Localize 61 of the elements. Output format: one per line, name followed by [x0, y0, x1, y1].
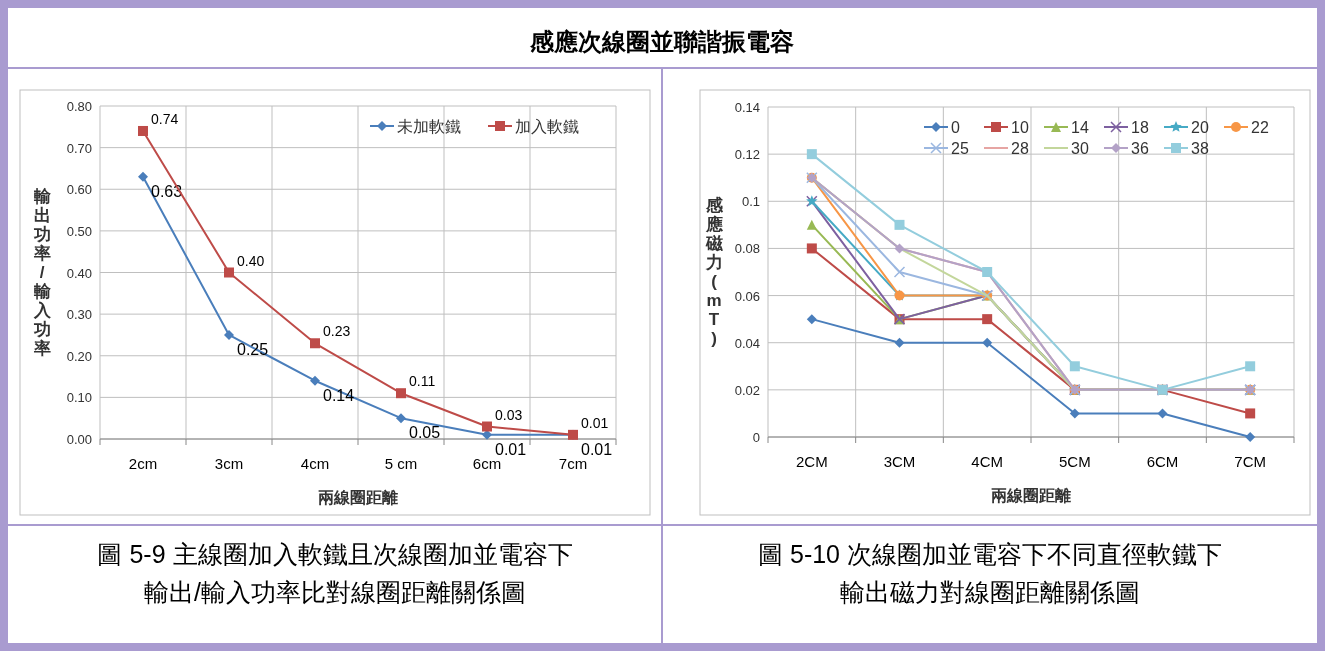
y-tick-label: 0.14: [734, 100, 760, 115]
x-tick-label: 2CM: [796, 453, 828, 470]
data-label: 0.74: [151, 110, 179, 127]
y-tick-label: 0.20: [66, 348, 92, 364]
legend-label: 38: [1191, 140, 1209, 157]
y-tick-label: 0.04: [734, 335, 760, 351]
y-tick-label: 0.30: [66, 307, 92, 323]
caption: 圖 5-9 主線圈加入軟鐵且次線圈加並電容下: [97, 540, 573, 568]
legend-label: 加入軟鐵: [515, 118, 579, 135]
x-tick-label: 2cm: [128, 455, 158, 472]
y-tick-label: 0.02: [734, 382, 760, 398]
y-tick-label: 0.1: [741, 194, 760, 210]
data-label: 0.01: [495, 440, 527, 458]
legend-label: 28: [1011, 140, 1029, 157]
chart-title: 感應次線圈並聯諧振電容: [529, 28, 794, 55]
legend-label: 36: [1131, 140, 1149, 157]
x-tick-label: 4CM: [971, 453, 1003, 470]
legend-label: 10: [1011, 119, 1029, 136]
y-tick-label: 0.06: [734, 288, 760, 304]
y-tick-label: 0.40: [66, 265, 92, 281]
data-label: 0.03: [495, 406, 523, 423]
legend-label: 20: [1191, 119, 1209, 136]
text: 輸出/輸入功率比對線圈距離關係圖: [144, 578, 526, 606]
y-axis-title: 感應磁力(mT): [704, 196, 724, 349]
legend-label: 未加軟鐵: [397, 118, 461, 135]
legend-label: 30: [1071, 140, 1089, 157]
y-tick-label: 0: [752, 430, 760, 445]
y-tick-label: 0.00: [66, 432, 92, 447]
data-label: 0.23: [323, 323, 351, 340]
x-tick-label: 7cm: [558, 455, 588, 472]
x-tick-label: 6CM: [1146, 453, 1179, 470]
data-label: 0.01: [581, 440, 613, 458]
data-label: 0.14: [323, 386, 355, 404]
legend-label: 0: [951, 119, 960, 136]
y-tick-label: 0.80: [66, 99, 92, 114]
data-label: 0.40: [237, 252, 265, 269]
y-tick-label: 0.50: [66, 223, 92, 239]
x-tick-label: 4cm: [300, 455, 330, 472]
text: 輸出功率/輸入功率: [33, 187, 51, 359]
y-tick-label: 0.08: [734, 241, 760, 257]
y-tick-label: 0.10: [66, 390, 92, 406]
legend-label: 22: [1251, 119, 1269, 136]
data-label: 0.01: [581, 414, 609, 431]
x-tick-label: 3cm: [214, 455, 244, 472]
legend-label: 25: [951, 140, 969, 157]
y-tick-label: 0.60: [66, 182, 92, 198]
x-axis-title: 兩線圈距離: [991, 487, 1071, 504]
caption: 圖 5-10 次線圈加並電容下不同直徑軟鐵下: [758, 540, 1222, 568]
x-tick-label: 5 cm: [384, 455, 418, 472]
x-tick-label: 3CM: [883, 453, 916, 470]
legend-label: 14: [1071, 119, 1089, 136]
y-tick-label: 0.12: [734, 147, 760, 163]
x-axis-title: 兩線圈距離: [318, 489, 398, 506]
data-label: 0.11: [409, 373, 436, 390]
legend-label: 18: [1131, 119, 1149, 136]
x-tick-label: 5CM: [1059, 453, 1091, 470]
data-label: 0.05: [409, 424, 441, 442]
x-tick-label: 6cm: [472, 455, 502, 472]
x-tick-label: 7CM: [1234, 453, 1266, 470]
text: 輸出磁力對線圈距離關係圖: [840, 578, 1140, 606]
y-tick-label: 0.70: [66, 140, 92, 156]
